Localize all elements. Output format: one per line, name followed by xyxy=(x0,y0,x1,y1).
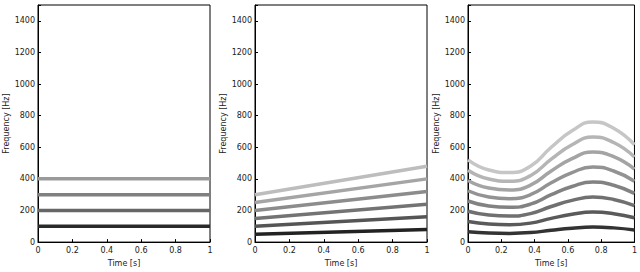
svg-text:1000: 1000 xyxy=(232,80,252,89)
svg-text:0.8: 0.8 xyxy=(595,246,608,255)
svg-text:1200: 1200 xyxy=(232,48,252,57)
svg-text:1: 1 xyxy=(207,246,212,255)
svg-text:0: 0 xyxy=(247,238,252,247)
svg-text:0: 0 xyxy=(460,238,465,247)
svg-text:0.4: 0.4 xyxy=(100,246,113,255)
svg-text:Time [s]: Time [s] xyxy=(107,259,141,268)
svg-text:400: 400 xyxy=(450,174,465,183)
svg-text:1400: 1400 xyxy=(445,16,465,25)
svg-text:600: 600 xyxy=(237,143,252,152)
svg-text:1400: 1400 xyxy=(15,16,35,25)
svg-text:0: 0 xyxy=(30,238,35,247)
svg-text:1400: 1400 xyxy=(232,16,252,25)
svg-text:0: 0 xyxy=(252,246,257,255)
svg-text:0.8: 0.8 xyxy=(386,246,399,255)
svg-text:0.2: 0.2 xyxy=(495,246,508,255)
svg-text:Frequency [Hz]: Frequency [Hz] xyxy=(219,93,228,153)
svg-text:800: 800 xyxy=(450,111,465,120)
svg-text:Frequency [Hz]: Frequency [Hz] xyxy=(2,93,11,153)
svg-text:600: 600 xyxy=(20,143,35,152)
svg-text:0.6: 0.6 xyxy=(562,246,575,255)
svg-text:1200: 1200 xyxy=(445,48,465,57)
svg-text:1: 1 xyxy=(632,246,637,255)
svg-text:800: 800 xyxy=(237,111,252,120)
svg-text:1000: 1000 xyxy=(445,80,465,89)
svg-text:400: 400 xyxy=(20,174,35,183)
svg-text:200: 200 xyxy=(20,206,35,215)
svg-text:Time [s]: Time [s] xyxy=(324,259,358,268)
svg-text:0.4: 0.4 xyxy=(528,246,541,255)
svg-text:0.4: 0.4 xyxy=(317,246,330,255)
svg-text:0.6: 0.6 xyxy=(135,246,148,255)
svg-text:0.2: 0.2 xyxy=(66,246,79,255)
svg-text:0.8: 0.8 xyxy=(169,246,182,255)
svg-text:1200: 1200 xyxy=(15,48,35,57)
svg-text:Time [s]: Time [s] xyxy=(534,259,568,268)
svg-text:200: 200 xyxy=(237,206,252,215)
svg-text:0: 0 xyxy=(35,246,40,255)
svg-text:0: 0 xyxy=(465,246,470,255)
svg-text:1: 1 xyxy=(424,246,429,255)
svg-text:600: 600 xyxy=(450,143,465,152)
svg-text:0.6: 0.6 xyxy=(352,246,365,255)
svg-text:0.2: 0.2 xyxy=(283,246,296,255)
svg-text:200: 200 xyxy=(450,206,465,215)
svg-text:Frequency [Hz]: Frequency [Hz] xyxy=(432,93,441,153)
svg-text:1000: 1000 xyxy=(15,80,35,89)
svg-text:400: 400 xyxy=(237,174,252,183)
svg-text:800: 800 xyxy=(20,111,35,120)
